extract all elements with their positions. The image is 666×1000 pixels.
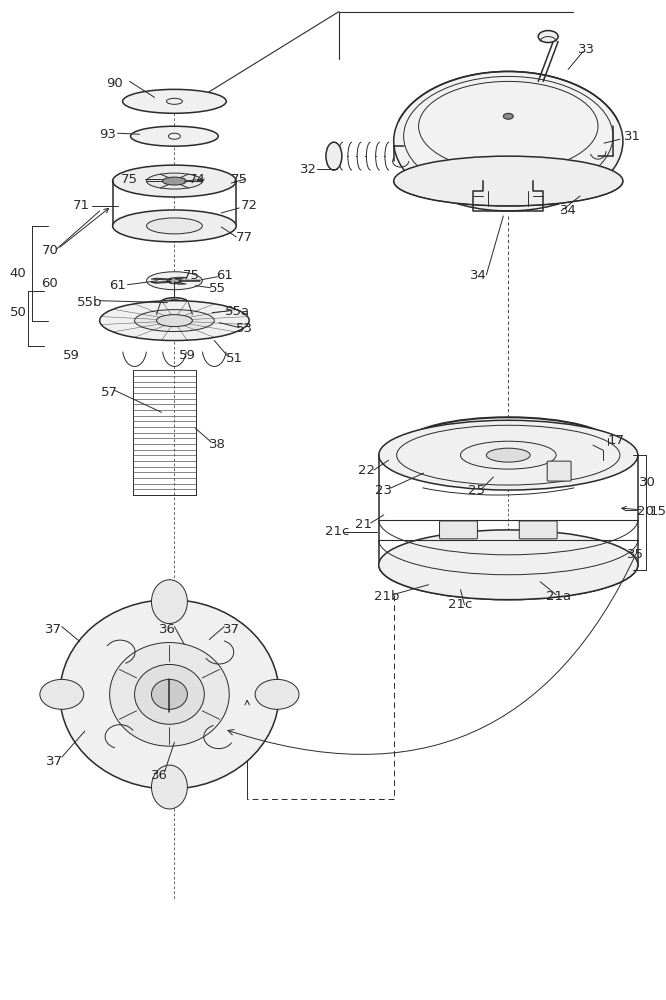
Text: 75: 75 xyxy=(183,269,200,282)
Text: 59: 59 xyxy=(179,349,196,362)
Text: 75: 75 xyxy=(230,173,248,186)
Ellipse shape xyxy=(135,310,214,332)
Text: 50: 50 xyxy=(9,306,27,319)
Text: 74: 74 xyxy=(189,173,206,186)
Ellipse shape xyxy=(379,530,638,600)
Text: 36: 36 xyxy=(159,623,176,636)
Text: 25: 25 xyxy=(468,484,485,497)
Ellipse shape xyxy=(60,600,279,789)
Text: 75: 75 xyxy=(121,173,138,186)
FancyBboxPatch shape xyxy=(440,521,478,539)
Text: 60: 60 xyxy=(41,277,58,290)
Text: 37: 37 xyxy=(47,755,63,768)
Text: 93: 93 xyxy=(99,128,116,141)
Text: 32: 32 xyxy=(300,163,318,176)
Text: 21a: 21a xyxy=(545,590,571,603)
Ellipse shape xyxy=(113,165,236,197)
Text: 31: 31 xyxy=(625,130,641,143)
Text: 51: 51 xyxy=(226,352,242,365)
Ellipse shape xyxy=(255,679,299,709)
Ellipse shape xyxy=(168,133,180,139)
Text: 55a: 55a xyxy=(224,305,250,318)
Text: 40: 40 xyxy=(9,267,27,280)
Ellipse shape xyxy=(147,173,202,189)
Ellipse shape xyxy=(503,113,513,119)
Ellipse shape xyxy=(163,177,186,185)
Text: 70: 70 xyxy=(41,244,58,257)
Ellipse shape xyxy=(460,441,556,469)
Text: 21c: 21c xyxy=(448,598,473,611)
FancyBboxPatch shape xyxy=(519,521,557,539)
Ellipse shape xyxy=(123,89,226,113)
Text: 72: 72 xyxy=(240,199,258,212)
Text: 15: 15 xyxy=(649,505,666,518)
Ellipse shape xyxy=(394,156,623,206)
Ellipse shape xyxy=(151,679,187,709)
Ellipse shape xyxy=(147,272,202,290)
Text: 77: 77 xyxy=(236,231,252,244)
Text: 21: 21 xyxy=(355,518,372,531)
Ellipse shape xyxy=(486,448,530,462)
Ellipse shape xyxy=(166,300,182,306)
Ellipse shape xyxy=(135,664,204,724)
Text: 34: 34 xyxy=(559,204,577,217)
Text: 38: 38 xyxy=(209,438,226,451)
Text: 36: 36 xyxy=(151,769,168,782)
Text: 37: 37 xyxy=(222,623,240,636)
Text: 33: 33 xyxy=(577,43,595,56)
Ellipse shape xyxy=(151,765,187,809)
Ellipse shape xyxy=(538,31,558,43)
Text: 30: 30 xyxy=(639,476,656,489)
Text: 20: 20 xyxy=(637,505,654,518)
Ellipse shape xyxy=(110,643,229,746)
Text: 21c: 21c xyxy=(325,525,349,538)
Ellipse shape xyxy=(151,580,187,624)
Ellipse shape xyxy=(157,315,192,327)
Text: 22: 22 xyxy=(358,464,375,477)
Ellipse shape xyxy=(40,679,84,709)
Text: 17: 17 xyxy=(607,434,625,447)
Ellipse shape xyxy=(394,71,623,211)
Text: 37: 37 xyxy=(45,623,63,636)
Text: 23: 23 xyxy=(375,484,392,497)
Text: 53: 53 xyxy=(236,322,252,335)
Text: 90: 90 xyxy=(107,77,123,90)
Text: 35: 35 xyxy=(627,548,645,561)
Ellipse shape xyxy=(167,278,181,284)
Text: 34: 34 xyxy=(470,269,487,282)
Text: 21b: 21b xyxy=(374,590,400,603)
FancyArrowPatch shape xyxy=(228,552,637,754)
Text: 55: 55 xyxy=(208,282,226,295)
Text: 61: 61 xyxy=(216,269,232,282)
Ellipse shape xyxy=(326,142,342,170)
Text: 61: 61 xyxy=(109,279,126,292)
Text: 55b: 55b xyxy=(77,296,103,309)
Ellipse shape xyxy=(100,301,249,341)
Text: 59: 59 xyxy=(63,349,80,362)
Ellipse shape xyxy=(161,298,188,308)
Ellipse shape xyxy=(379,420,638,490)
Ellipse shape xyxy=(113,210,236,242)
Ellipse shape xyxy=(131,126,218,146)
Text: 57: 57 xyxy=(101,386,118,399)
FancyBboxPatch shape xyxy=(547,461,571,481)
Ellipse shape xyxy=(147,218,202,234)
Text: 71: 71 xyxy=(73,199,90,212)
